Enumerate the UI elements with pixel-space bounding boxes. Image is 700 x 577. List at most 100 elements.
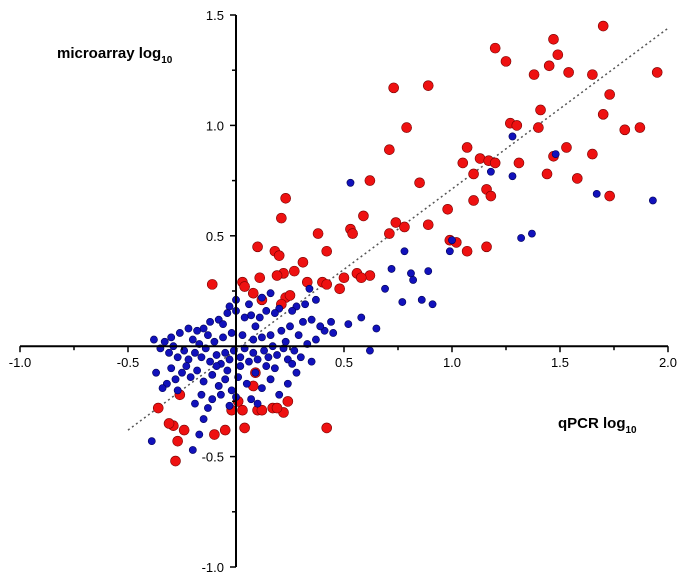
red-data-point	[513, 157, 525, 169]
red-data-point	[552, 49, 564, 61]
red-data-point	[468, 195, 479, 206]
red-data-point	[334, 283, 345, 295]
red-data-point	[561, 142, 572, 153]
x-tick-label: 1.0	[443, 355, 461, 370]
blue-data-point	[158, 384, 167, 393]
y-tick-label: -0.5	[202, 450, 224, 465]
red-data-point	[597, 20, 609, 32]
red-data-point	[364, 175, 376, 186]
blue-data-point	[223, 309, 232, 317]
x-tick-label: 2.0	[659, 355, 677, 370]
red-data-point	[172, 435, 183, 447]
blue-data-point	[193, 326, 202, 335]
y-tick-label: -1.0	[202, 560, 224, 575]
red-data-point	[399, 221, 410, 233]
blue-data-point	[251, 322, 260, 331]
blue-data-point	[288, 359, 297, 368]
red-data-point	[457, 157, 469, 169]
red-data-point	[388, 82, 399, 94]
blue-data-point	[305, 284, 314, 293]
red-data-point	[178, 424, 190, 436]
blue-data-point	[212, 351, 221, 359]
y-axis-title-subscript: 10	[161, 55, 173, 66]
blue-data-point	[264, 353, 273, 362]
red-data-point	[321, 422, 333, 434]
red-data-point	[271, 402, 283, 414]
blue-data-point	[188, 446, 197, 454]
blue-data-point	[204, 404, 212, 412]
red-data-point	[289, 265, 300, 277]
blue-data-point	[592, 189, 601, 198]
blue-data-point	[296, 353, 305, 362]
blue-data-point	[262, 362, 271, 370]
red-data-point	[163, 418, 175, 429]
blue-data-point	[551, 150, 560, 159]
blue-data-point	[247, 395, 256, 404]
x-tick-label: -0.5	[117, 355, 139, 370]
red-data-point	[247, 287, 259, 299]
blue-data-point	[357, 313, 366, 322]
red-data-point	[468, 168, 479, 180]
blue-data-point	[448, 236, 456, 245]
blue-data-point	[245, 357, 253, 366]
blue-data-point	[508, 132, 517, 141]
red-data-point	[634, 122, 646, 133]
blue-data-point	[212, 362, 221, 370]
red-data-point	[384, 228, 395, 239]
blue-data-point	[381, 284, 389, 293]
red-data-point	[239, 281, 250, 292]
red-data-point	[254, 272, 266, 284]
blue-data-point	[186, 373, 195, 382]
blue-data-point	[221, 348, 230, 357]
blue-data-point	[409, 276, 418, 284]
blue-data-point	[197, 390, 206, 399]
blue-data-point	[253, 399, 262, 408]
blue-data-point	[171, 375, 180, 384]
red-data-point	[543, 60, 555, 72]
red-data-point	[587, 69, 598, 80]
blue-data-point	[517, 234, 526, 242]
red-data-point	[422, 80, 434, 91]
blue-data-point	[270, 364, 279, 373]
red-data-point	[541, 168, 553, 180]
red-data-point	[597, 109, 609, 120]
blue-data-point	[216, 390, 225, 399]
blue-data-point	[344, 320, 353, 329]
red-data-point	[535, 104, 546, 116]
red-data-point	[252, 241, 263, 253]
blue-data-point	[294, 331, 303, 340]
blue-data-point	[329, 329, 338, 337]
blue-data-point	[424, 267, 433, 276]
red-data-point	[571, 173, 583, 184]
blue-data-point	[208, 371, 217, 379]
blue-data-point	[242, 379, 251, 388]
blue-data-point	[312, 335, 320, 344]
red-data-point	[384, 144, 395, 155]
red-data-point	[422, 219, 434, 231]
red-data-point	[414, 177, 425, 189]
red-data-point	[500, 56, 512, 67]
y-tick-label: 0.5	[206, 229, 224, 244]
blue-data-point	[199, 415, 208, 423]
blue-data-point	[236, 353, 245, 362]
blue-data-point	[301, 300, 310, 309]
red-data-point	[604, 190, 615, 202]
red-data-point	[239, 422, 250, 434]
blue-data-point	[225, 302, 234, 311]
red-data-point	[355, 272, 367, 284]
y-axis-title: microarray log10	[57, 45, 173, 66]
blue-data-point	[290, 346, 299, 355]
axis-ticks: -1.0 -0.5 0.5 1.0 1.5 2.0 -1.0 -0.5 0.5 1.0 1.5	[9, 8, 677, 575]
blue-data-point	[260, 346, 268, 355]
blue-data-point	[366, 346, 374, 355]
red-data-point	[548, 33, 559, 45]
blue-data-point	[191, 399, 199, 408]
blue-data-point	[286, 322, 294, 331]
red-data-point	[321, 245, 333, 257]
blue-data-point	[648, 196, 657, 205]
blue-data-point	[247, 311, 256, 320]
red-data-point	[152, 402, 164, 414]
blue-data-point	[253, 355, 262, 364]
x-axis-title: qPCR log10	[558, 415, 637, 436]
blue-data-point	[251, 368, 260, 377]
